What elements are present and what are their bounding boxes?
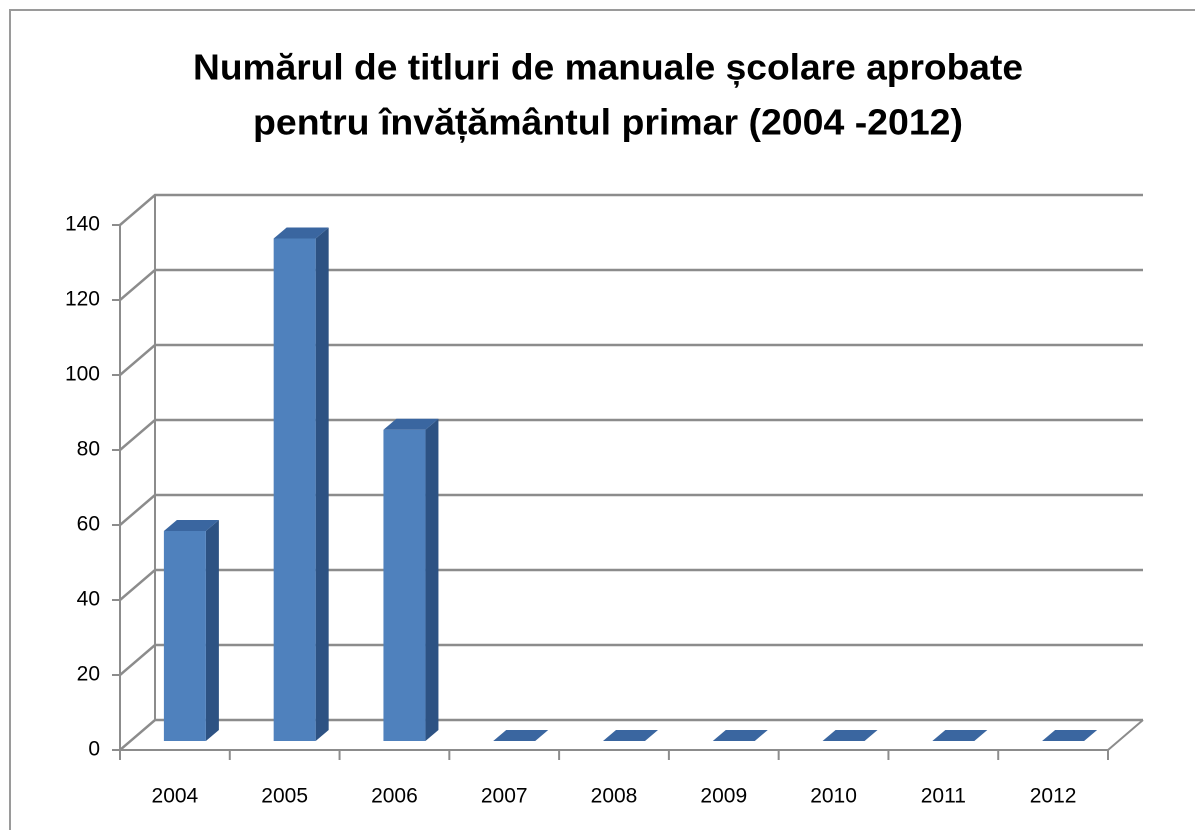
bar [822, 730, 878, 741]
bar [273, 227, 329, 741]
bar-front [383, 429, 426, 741]
chart-title: pentru învățământul primar (2004 -2012) [253, 102, 963, 144]
x-tick-label: 2011 [921, 785, 966, 808]
bar-top [603, 730, 658, 741]
x-tick-label: 2007 [481, 785, 528, 808]
chart-title: Numărul de titluri de manuale școlare ap… [193, 47, 1023, 88]
bar [163, 520, 219, 741]
grid-line [119, 643, 1143, 676]
x-tick-label: 2006 [371, 785, 418, 808]
y-tick-label: 20 [77, 663, 100, 686]
x-tick-label: 2004 [152, 785, 199, 808]
bar [712, 730, 768, 741]
y-tick-label: 40 [77, 588, 100, 611]
grid-line [119, 418, 1143, 451]
bar [932, 730, 988, 741]
y-tick-label: 80 [77, 438, 100, 461]
y-tick-label: 60 [77, 513, 100, 536]
bar [1042, 730, 1098, 741]
bar-top [712, 730, 768, 741]
x-tick-label: 2010 [810, 785, 857, 808]
bar-side [205, 520, 219, 741]
grid-line [119, 568, 1143, 601]
x-tick-label: 2009 [700, 785, 747, 808]
bar-top [273, 227, 329, 239]
bar-top [932, 730, 988, 741]
floor-edge [1107, 719, 1144, 751]
y-tick-label: 120 [65, 288, 100, 311]
bar-top [493, 730, 549, 741]
x-tick-label: 2008 [591, 785, 638, 808]
bar-side [425, 418, 439, 741]
bar [603, 730, 658, 741]
y-tick-label: 140 [65, 213, 100, 236]
bar-top [163, 520, 219, 531]
bar-top [822, 730, 878, 741]
bar-side [315, 227, 329, 741]
grid-line [119, 718, 1143, 751]
y-tick-label: 100 [65, 363, 100, 386]
x-tick-label: 2012 [1030, 785, 1077, 808]
grid-line [119, 343, 1143, 376]
grid-line [119, 493, 1143, 526]
grid-line [119, 193, 1143, 226]
bar-top [383, 418, 439, 430]
bar [383, 418, 439, 741]
bar-front [163, 531, 206, 741]
bar-top [1042, 730, 1098, 741]
y-tick-label: 0 [88, 738, 100, 761]
grid-line [119, 268, 1143, 301]
bar-front [273, 238, 316, 741]
x-tick-label: 2005 [261, 785, 308, 808]
bar [493, 730, 549, 741]
